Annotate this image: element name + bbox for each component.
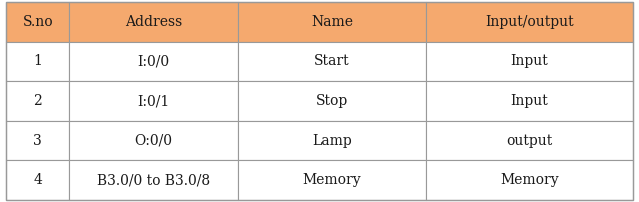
Bar bbox=[426, 42, 633, 81]
Text: O:0/0: O:0/0 bbox=[135, 134, 173, 148]
Bar bbox=[426, 160, 633, 200]
Text: I:0/0: I:0/0 bbox=[137, 54, 169, 68]
Bar bbox=[238, 160, 426, 200]
Text: Memory: Memory bbox=[500, 173, 558, 187]
Text: Lamp: Lamp bbox=[312, 134, 352, 148]
Bar bbox=[69, 121, 238, 160]
Text: Stop: Stop bbox=[316, 94, 348, 108]
Text: S.no: S.no bbox=[22, 15, 53, 29]
Text: 1: 1 bbox=[33, 54, 42, 68]
Text: Name: Name bbox=[311, 15, 353, 29]
Bar bbox=[426, 81, 633, 121]
Text: I:0/1: I:0/1 bbox=[137, 94, 170, 108]
Bar bbox=[6, 121, 69, 160]
Text: 2: 2 bbox=[33, 94, 42, 108]
Text: Input: Input bbox=[511, 94, 548, 108]
Bar bbox=[426, 2, 633, 42]
Text: output: output bbox=[506, 134, 552, 148]
Bar bbox=[238, 121, 426, 160]
Bar bbox=[426, 121, 633, 160]
Bar bbox=[6, 42, 69, 81]
Bar bbox=[69, 160, 238, 200]
Bar bbox=[238, 81, 426, 121]
Bar bbox=[6, 160, 69, 200]
Text: B3.0/0 to B3.0/8: B3.0/0 to B3.0/8 bbox=[97, 173, 210, 187]
Text: Memory: Memory bbox=[303, 173, 361, 187]
Text: Address: Address bbox=[125, 15, 182, 29]
Bar bbox=[238, 42, 426, 81]
Text: 3: 3 bbox=[33, 134, 42, 148]
Text: Input: Input bbox=[511, 54, 548, 68]
Text: 4: 4 bbox=[33, 173, 42, 187]
Text: Input/output: Input/output bbox=[485, 15, 574, 29]
Bar bbox=[6, 2, 69, 42]
Bar bbox=[69, 2, 238, 42]
Bar bbox=[69, 81, 238, 121]
Bar bbox=[238, 2, 426, 42]
Bar bbox=[6, 81, 69, 121]
Text: Start: Start bbox=[314, 54, 350, 68]
Bar bbox=[69, 42, 238, 81]
